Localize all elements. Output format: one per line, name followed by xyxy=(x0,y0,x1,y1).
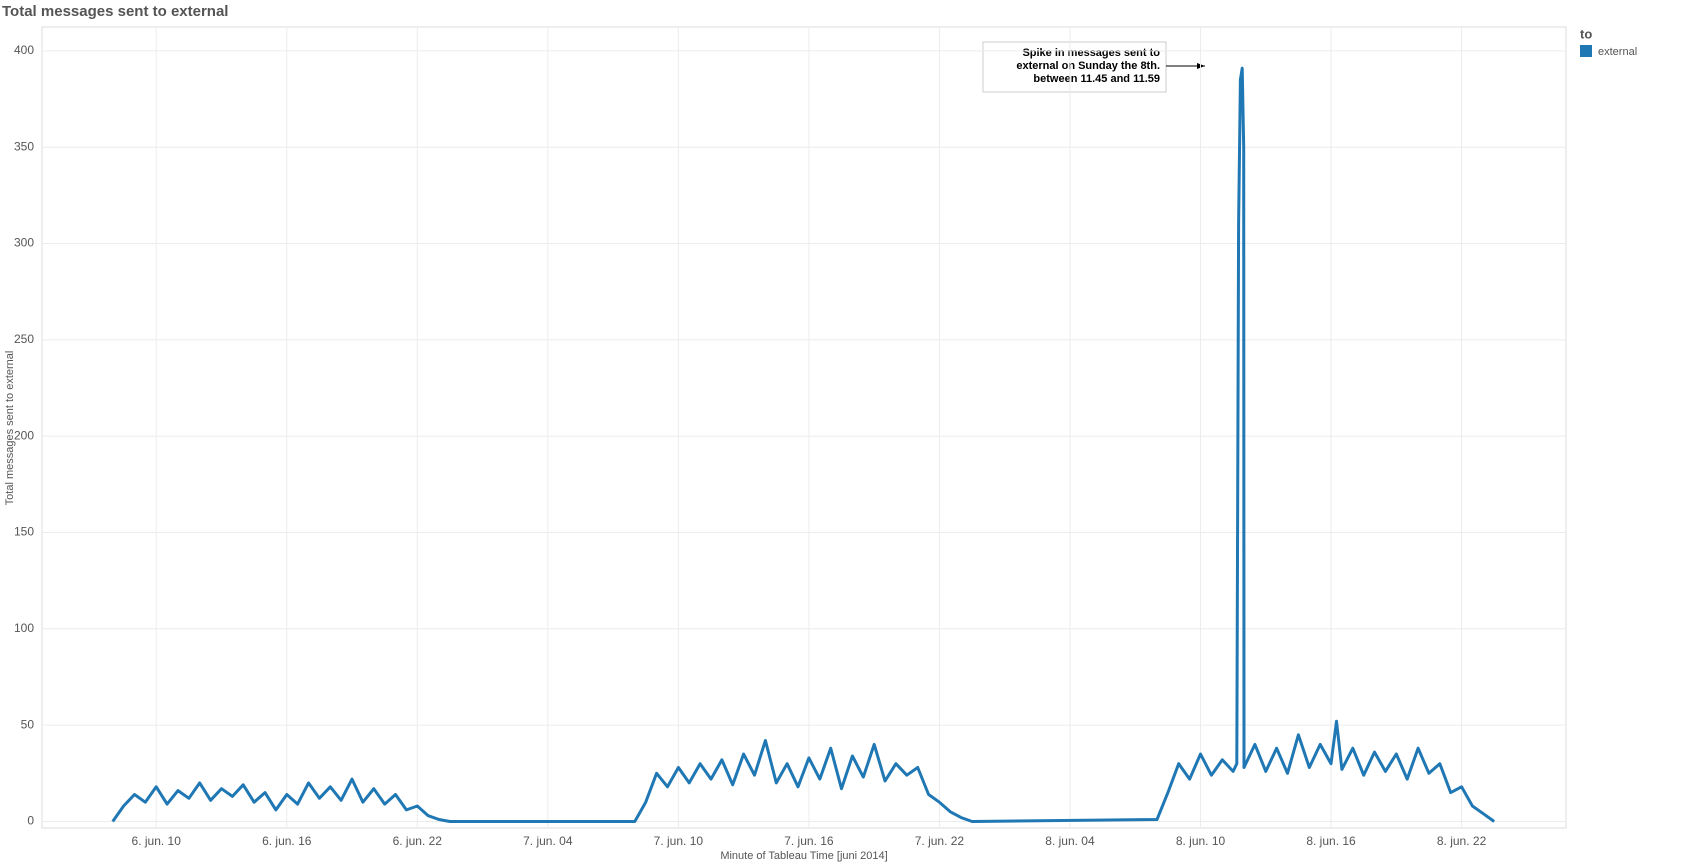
x-tick-label: 8. jun. 04 xyxy=(1045,834,1095,848)
x-tick-label: 6. jun. 16 xyxy=(262,834,312,848)
x-tick-label: 6. jun. 22 xyxy=(393,834,443,848)
x-tick-label: 7. jun. 10 xyxy=(654,834,704,848)
line xyxy=(111,66,1496,823)
legend-swatch xyxy=(1580,45,1592,57)
y-tick-label: 250 xyxy=(14,332,34,346)
x-tick-label: 8. jun. 16 xyxy=(1306,834,1356,848)
y-tick-label: 50 xyxy=(21,717,35,731)
annotation-text: Spike in messages sent to xyxy=(1022,47,1160,59)
annotation-box xyxy=(982,41,1167,93)
y-tick-label: 100 xyxy=(14,621,34,635)
y-tick-label: 350 xyxy=(14,139,34,153)
legend-title: to xyxy=(1580,26,1592,41)
x-tick-label: 6. jun. 10 xyxy=(132,834,182,848)
annotation-text: between 11.45 and 11.59 xyxy=(1033,73,1160,85)
y-tick-label: 400 xyxy=(14,43,34,57)
x-tick-label: 8. jun. 22 xyxy=(1437,834,1487,848)
x-tick-label: 7. jun. 16 xyxy=(784,834,834,848)
annotation-text: external on Sunday the 8th. xyxy=(1016,60,1160,72)
chart-title: Total messages sent to external xyxy=(2,3,228,20)
y-tick-label: 200 xyxy=(14,428,34,442)
plot-frame xyxy=(41,26,1567,829)
x-tick-label: 7. jun. 04 xyxy=(523,834,573,848)
legend-label: external xyxy=(1598,46,1637,58)
y-tick-label: 0 xyxy=(27,814,34,828)
y-tick-label: 150 xyxy=(14,525,34,539)
x-tick-label: 7. jun. 22 xyxy=(915,834,965,848)
y-axis-label: Total messages sent to external xyxy=(4,351,16,506)
x-tick-label: 8. jun. 10 xyxy=(1176,834,1226,848)
x-axis-label: Minute of Tableau Time [juni 2014] xyxy=(720,850,887,862)
y-tick-label: 300 xyxy=(14,236,34,250)
